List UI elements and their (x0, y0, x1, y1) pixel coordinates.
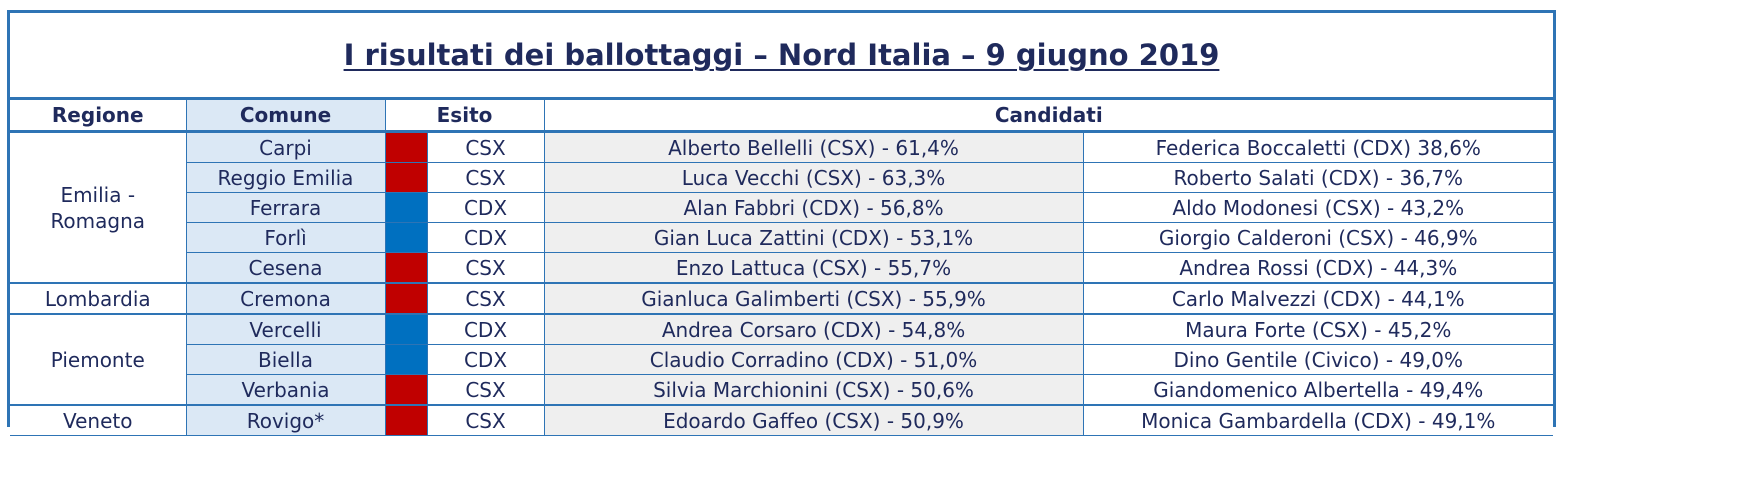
results-frame: I risultati dei ballottaggi – Nord Itali… (7, 10, 1556, 436)
table-row: Biella CDX Claudio Corradino (CDX) - 51,0%… (10, 344, 1554, 375)
cell-regione: Veneto (10, 405, 187, 436)
cell-comune: Cesena (186, 252, 386, 284)
table-row: Ferrara CDX Alan Fabbri (CDX) - 56,8% Aldo … (10, 192, 1554, 223)
cell-runnerup-candidate: Andrea Rossi (CDX) - 44,3% (1083, 252, 1554, 284)
cell-winner-candidate: Alberto Bellelli (CSX) - 61,4% (544, 131, 1084, 163)
table-row: Reggio Emilia CSX Luca Vecchi (CSX) - 63,3… (10, 162, 1554, 193)
cell-esito: CSX (427, 405, 545, 436)
esito-color-box (385, 284, 426, 312)
cell-runnerup-candidate: Giandomenico Albertella - 49,4% (1083, 374, 1554, 406)
esito-color-box (385, 133, 426, 162)
esito-color-box (385, 163, 426, 192)
cell-esito: CSX (427, 131, 545, 163)
table-row: Veneto Rovigo* CSX Edoardo Gaffeo (CSX) - 5… (10, 405, 1554, 436)
cell-regione: Piemonte (10, 314, 187, 406)
cell-winner-candidate: Gian Luca Zattini (CDX) - 53,1% (544, 222, 1084, 253)
esito-color-swatch (385, 405, 428, 436)
cell-winner-candidate: Edoardo Gaffeo (CSX) - 50,9% (544, 405, 1084, 436)
cell-esito: CDX (427, 314, 545, 345)
cell-runnerup-candidate: Dino Gentile (Civico) - 49,0% (1083, 344, 1554, 375)
esito-color-swatch (385, 344, 428, 375)
cell-winner-candidate: Silvia Marchionini (CSX) - 50,6% (544, 374, 1084, 406)
cell-runnerup-candidate: Aldo Modonesi (CSX) - 43,2% (1083, 192, 1554, 223)
esito-color-swatch (385, 222, 428, 253)
table-row: Cesena CSX Enzo Lattuca (CSX) - 55,7% Andre… (10, 252, 1554, 284)
cell-runnerup-candidate: Federica Boccaletti (CDX) 38,6% (1083, 131, 1554, 163)
esito-color-box (385, 193, 426, 222)
esito-color-swatch (385, 162, 428, 193)
title-area: I risultati dei ballottaggi – Nord Itali… (10, 13, 1553, 97)
table-row: Piemonte Vercelli CDX Andrea Corsaro (CDX) … (10, 314, 1554, 406)
cell-runnerup-candidate: Monica Gambardella (CDX) - 49,1% (1083, 405, 1554, 436)
esito-color-swatch (385, 192, 428, 223)
header-esito: Esito (385, 97, 545, 133)
cell-esito: CDX (427, 222, 545, 253)
esito-color-swatch (385, 252, 428, 284)
cell-comune: Biella (186, 344, 386, 375)
cell-winner-candidate: Luca Vecchi (CSX) - 63,3% (544, 162, 1084, 193)
cell-comune: Rovigo* (186, 405, 386, 436)
esito-color-box (385, 345, 426, 374)
cell-comune: Ferrara (186, 192, 386, 223)
table-row: Lombardia Cremona CSX Gianluca Galimberti (… (10, 283, 1554, 315)
cell-runnerup-candidate: Roberto Salati (CDX) - 36,7% (1083, 162, 1554, 193)
cell-comune: Reggio Emilia (186, 162, 386, 193)
cell-winner-candidate: Enzo Lattuca (CSX) - 55,7% (544, 252, 1084, 284)
cell-runnerup-candidate: Maura Forte (CSX) - 45,2% (1083, 314, 1554, 345)
cell-regione: Lombardia (10, 283, 187, 315)
header-comune: Comune (186, 97, 386, 133)
esito-color-swatch (385, 374, 428, 406)
esito-color-box (385, 223, 426, 252)
table-body: Emilia - Romagna Carpi CSX Alberto Bellelli … (10, 131, 1554, 436)
cell-runnerup-candidate: Giorgio Calderoni (CSX) - 46,9% (1083, 222, 1554, 253)
cell-esito: CDX (427, 192, 545, 223)
cell-esito: CDX (427, 344, 545, 375)
results-table: Regione Comune Esito Candidati Emilia -R… (10, 97, 1554, 436)
cell-comune: Cremona (186, 283, 386, 315)
esito-color-swatch (385, 131, 428, 163)
esito-color-box (385, 315, 426, 344)
header-regione: Regione (10, 97, 187, 133)
page-title: I risultati dei ballottaggi – Nord Itali… (343, 38, 1220, 72)
esito-color-box (385, 253, 426, 282)
cell-esito: CSX (427, 252, 545, 284)
table-row: Forlì CDX Gian Luca Zattini (CDX) - 53,1% G… (10, 222, 1554, 253)
cell-winner-candidate: Claudio Corradino (CDX) - 51,0% (544, 344, 1084, 375)
esito-color-box (385, 406, 426, 435)
cell-winner-candidate: Alan Fabbri (CDX) - 56,8% (544, 192, 1084, 223)
esito-color-swatch (385, 283, 428, 315)
table-row: Verbania CSX Silvia Marchionini (CSX) - 50… (10, 374, 1554, 406)
cell-esito: CSX (427, 374, 545, 406)
cell-comune: Carpi (186, 131, 386, 163)
cell-comune: Vercelli (186, 314, 386, 345)
table-header-row: Regione Comune Esito Candidati (10, 97, 1554, 133)
esito-color-box (385, 375, 426, 404)
cell-winner-candidate: Andrea Corsaro (CDX) - 54,8% (544, 314, 1084, 345)
table-row: Emilia - Romagna Carpi CSX Alberto Bellelli … (10, 131, 1554, 284)
cell-esito: CSX (427, 283, 545, 315)
cell-esito: CSX (427, 162, 545, 193)
header-candidati: Candidati (544, 97, 1554, 133)
cell-comune: Verbania (186, 374, 386, 406)
cell-comune: Forlì (186, 222, 386, 253)
esito-color-swatch (385, 314, 428, 345)
cell-runnerup-candidate: Carlo Malvezzi (CDX) - 44,1% (1083, 283, 1554, 315)
cell-winner-candidate: Gianluca Galimberti (CSX) - 55,9% (544, 283, 1084, 315)
cell-regione: Emilia - Romagna (10, 131, 187, 284)
